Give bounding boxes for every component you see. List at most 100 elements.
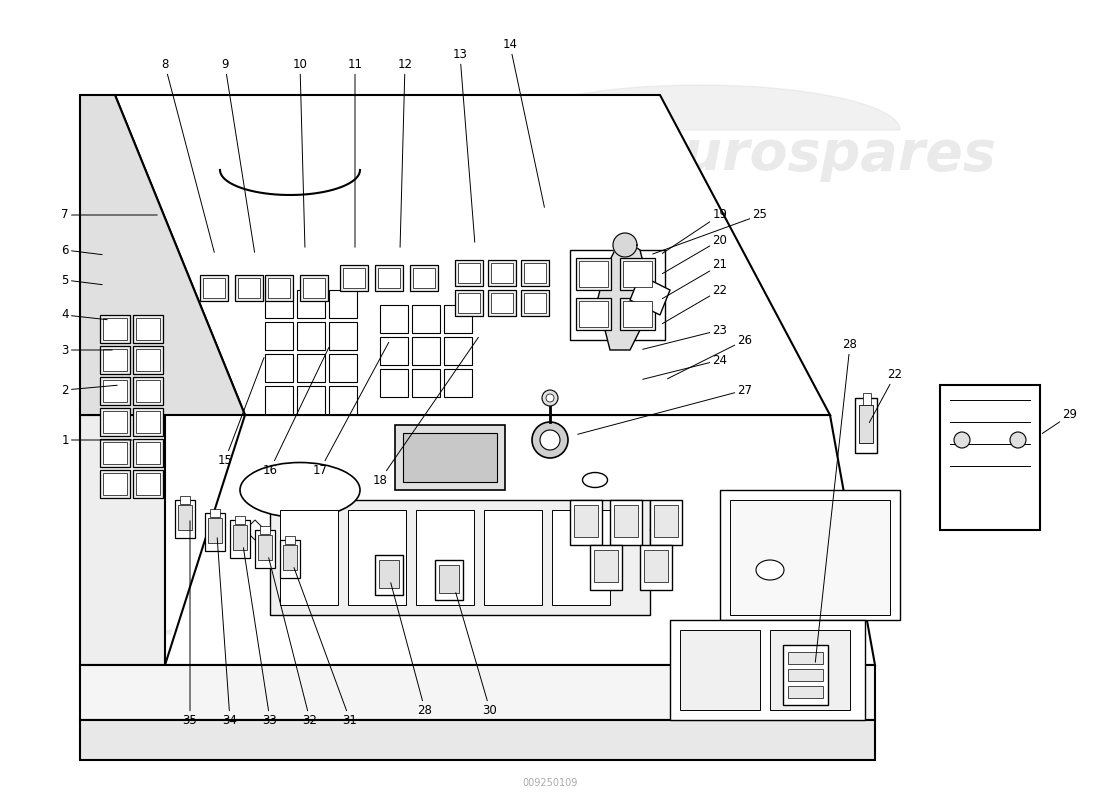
Text: eurospares: eurospares — [645, 128, 996, 182]
Bar — [265, 354, 293, 382]
Bar — [136, 442, 160, 464]
Polygon shape — [80, 665, 874, 720]
Ellipse shape — [240, 462, 360, 518]
Text: 4: 4 — [62, 309, 107, 322]
Bar — [375, 555, 403, 595]
Text: 18: 18 — [373, 338, 478, 486]
Bar — [379, 560, 399, 588]
Bar — [103, 473, 127, 495]
Bar — [100, 315, 130, 343]
Ellipse shape — [583, 473, 607, 487]
Bar — [103, 380, 127, 402]
Text: 33: 33 — [243, 548, 277, 726]
Bar — [579, 301, 608, 327]
Text: 7: 7 — [62, 209, 157, 222]
Bar — [412, 268, 434, 288]
Bar — [524, 293, 546, 313]
Bar — [590, 545, 621, 590]
Text: 22: 22 — [869, 369, 902, 422]
Bar — [297, 322, 324, 350]
Bar — [574, 505, 598, 537]
Bar — [412, 305, 440, 333]
Text: 20: 20 — [662, 234, 727, 274]
Bar — [488, 290, 516, 316]
Polygon shape — [165, 415, 874, 665]
Bar — [136, 349, 160, 371]
Text: 28: 28 — [390, 582, 432, 717]
Bar — [623, 261, 652, 287]
Polygon shape — [80, 415, 165, 665]
Text: 23: 23 — [642, 323, 727, 350]
Bar — [610, 500, 642, 545]
Bar — [670, 620, 865, 720]
Polygon shape — [570, 250, 666, 340]
Bar — [285, 536, 295, 544]
Bar — [680, 630, 760, 710]
Polygon shape — [500, 85, 900, 130]
Text: 25: 25 — [652, 209, 768, 254]
Bar — [300, 275, 328, 301]
Bar — [283, 545, 297, 570]
Text: 29: 29 — [1043, 409, 1078, 434]
Text: 1: 1 — [62, 434, 132, 446]
Text: 24: 24 — [642, 354, 727, 379]
Text: 26: 26 — [668, 334, 752, 378]
Text: 009250109: 009250109 — [522, 778, 578, 788]
Bar — [133, 377, 163, 405]
Bar — [329, 290, 358, 318]
Bar — [175, 500, 195, 538]
Polygon shape — [630, 275, 670, 315]
Bar — [458, 293, 480, 313]
Bar — [205, 513, 225, 551]
Bar — [297, 386, 324, 414]
Bar — [265, 275, 293, 301]
Bar — [238, 278, 260, 298]
Bar — [859, 405, 873, 443]
Bar — [940, 385, 1040, 530]
Bar — [524, 263, 546, 283]
Bar — [410, 265, 438, 291]
Bar — [265, 322, 293, 350]
Bar — [280, 510, 338, 605]
Circle shape — [532, 422, 568, 458]
Bar — [235, 275, 263, 301]
Bar — [614, 505, 638, 537]
Bar — [788, 652, 823, 664]
Bar — [133, 315, 163, 343]
Text: 21: 21 — [662, 258, 727, 298]
Bar — [133, 470, 163, 498]
Bar — [730, 500, 890, 615]
Bar — [340, 265, 368, 291]
Bar — [458, 263, 480, 283]
Text: 10: 10 — [293, 58, 307, 247]
Bar — [100, 377, 130, 405]
Bar — [178, 505, 192, 530]
Text: 13: 13 — [452, 49, 475, 242]
Polygon shape — [245, 520, 265, 540]
Text: 3: 3 — [62, 343, 112, 357]
Bar — [100, 470, 130, 498]
Bar — [100, 439, 130, 467]
Bar — [136, 380, 160, 402]
Bar — [439, 565, 459, 593]
Text: 11: 11 — [348, 58, 363, 247]
Text: 9: 9 — [221, 58, 254, 252]
Bar — [521, 260, 549, 286]
Bar — [434, 560, 463, 600]
Text: 6: 6 — [62, 243, 102, 257]
Bar — [640, 545, 672, 590]
Polygon shape — [116, 95, 830, 415]
Text: 22: 22 — [662, 283, 727, 323]
Bar — [329, 322, 358, 350]
Text: 27: 27 — [578, 383, 752, 434]
Bar — [136, 411, 160, 433]
Bar — [268, 278, 290, 298]
Bar — [412, 337, 440, 365]
Text: 8: 8 — [162, 58, 214, 252]
Bar — [378, 268, 400, 288]
Bar — [233, 525, 248, 550]
Bar — [230, 520, 250, 558]
Bar — [180, 496, 190, 504]
Bar — [235, 516, 245, 524]
Bar — [103, 411, 127, 433]
